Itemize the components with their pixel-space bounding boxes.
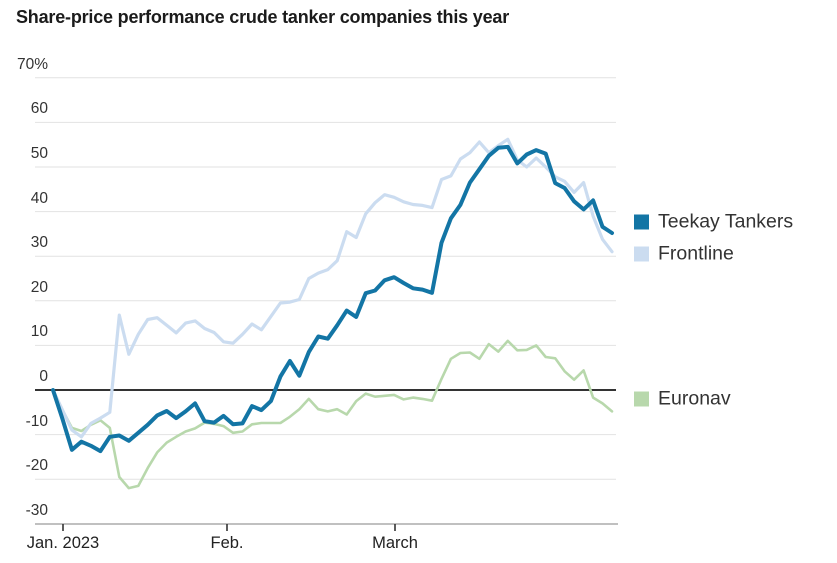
series-line-teekay-tankers xyxy=(51,144,614,454)
y-tick-label: 60 xyxy=(30,100,48,118)
y-tick-label: 0 xyxy=(39,368,48,385)
y-tick-label: 10 xyxy=(30,323,48,341)
x-tick-label-feb: Feb. xyxy=(210,534,244,552)
x-tick-label-jan: Jan. 2023 xyxy=(26,534,100,552)
teekay-tankers-swatch xyxy=(634,214,649,230)
y-tick-label: 70% xyxy=(16,55,48,73)
legend-item-teekay-tankers: Teekay Tankers xyxy=(634,211,793,234)
y-tick-label: 40 xyxy=(30,189,48,207)
series-line-euronav xyxy=(51,339,614,490)
legend-label-teekay-tankers: Teekay Tankers xyxy=(658,210,794,233)
y-tick-label: -10 xyxy=(25,412,48,430)
y-tick-label: -30 xyxy=(25,501,48,519)
frontline-swatch xyxy=(634,246,649,262)
y-tick-label: -20 xyxy=(25,457,48,475)
y-tick-label: 30 xyxy=(30,234,48,252)
euronav-swatch xyxy=(634,391,649,407)
x-tick-label-march: March xyxy=(372,534,418,552)
chart-title: Share-price performance crude tanker com… xyxy=(16,7,510,27)
legend-label-euronav: Euronav xyxy=(658,387,731,410)
series-line-frontline xyxy=(51,137,614,439)
legend-label-frontline: Frontline xyxy=(658,242,734,265)
legend-item-euronav: Euronav xyxy=(634,388,731,411)
y-tick-label: 20 xyxy=(30,278,48,296)
y-tick-label: 50 xyxy=(30,145,48,162)
legend-item-frontline: Frontline xyxy=(634,243,734,266)
